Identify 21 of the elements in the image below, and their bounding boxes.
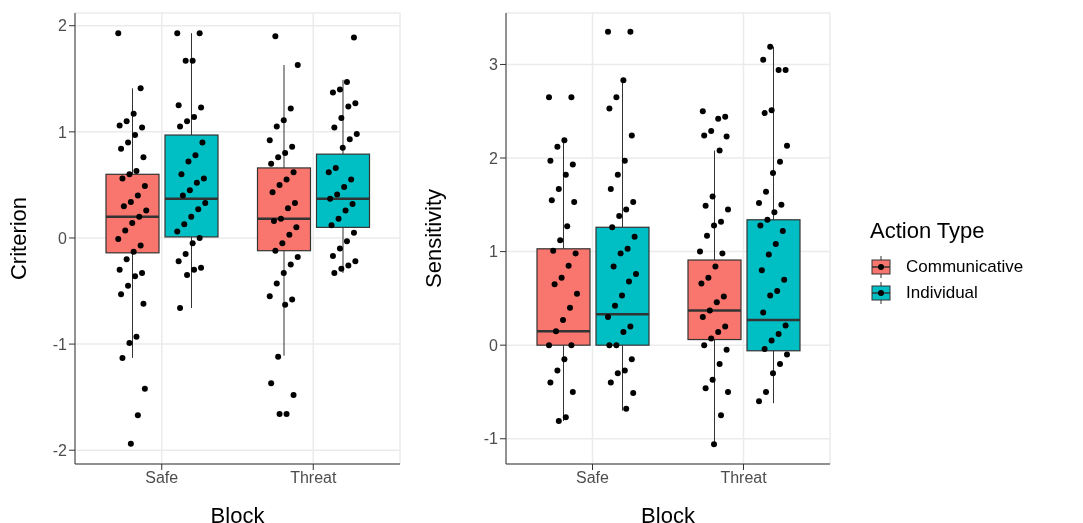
y-tick-label: -1 — [52, 335, 68, 353]
legend-label: Communicative — [906, 256, 1024, 277]
y-tick-label: 1 — [489, 243, 499, 261]
y-tick-label: -2 — [52, 441, 68, 459]
y-tick-label: 2 — [489, 149, 499, 167]
y-axis-title: Criterion — [5, 196, 31, 281]
y-tick-label: 0 — [489, 336, 499, 354]
legend-label: Individual — [906, 282, 978, 303]
y-tick-label: -1 — [483, 430, 499, 448]
x-tick-label: Threat — [720, 469, 768, 487]
y-tick-label: 3 — [489, 56, 499, 74]
x-axis-title: Block — [641, 503, 696, 523]
x-tick-label: Threat — [290, 469, 337, 487]
y-tick-label: 0 — [58, 229, 68, 247]
x-tick-label: Safe — [576, 469, 610, 487]
y-axis-title: Sensitivity — [420, 188, 446, 289]
y-tick-label: 2 — [58, 17, 68, 35]
legend-title: Action Type — [870, 217, 986, 244]
x-axis-title: Block — [210, 503, 266, 523]
y-tick-label: 1 — [58, 123, 68, 141]
x-tick-label: Safe — [145, 469, 179, 487]
